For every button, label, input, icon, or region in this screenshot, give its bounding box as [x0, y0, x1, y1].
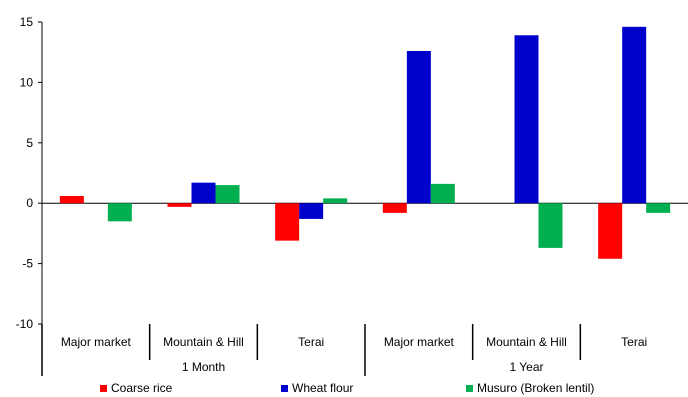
bar [323, 198, 348, 204]
y-tick-label: -10 [16, 317, 34, 331]
bar [191, 182, 216, 204]
bar [406, 50, 431, 204]
legend-swatch [100, 385, 107, 392]
bar [538, 203, 563, 248]
bar [107, 203, 132, 222]
axes: -10 -5 0 5 10 15 [16, 15, 688, 331]
bar [382, 203, 407, 213]
y-tick-label: 0 [26, 196, 33, 210]
group-label: 1 Month [182, 360, 225, 374]
bar [215, 185, 240, 204]
category-label: Terai [621, 335, 647, 349]
category-label: Terai [298, 335, 324, 349]
y-tick-label: 15 [20, 15, 34, 29]
bar [622, 26, 647, 204]
bar [299, 203, 324, 219]
bars [59, 26, 671, 259]
bar [514, 35, 539, 204]
legend-swatch [466, 385, 473, 392]
legend-label: Coarse rice [111, 381, 173, 395]
bar [59, 195, 84, 204]
y-tick-label: 10 [20, 75, 34, 89]
category-label: Major market [384, 335, 455, 349]
category-label: Mountain & Hill [163, 335, 244, 349]
y-tick-label: 5 [26, 136, 33, 150]
group-label: 1 Year [509, 360, 543, 374]
category-labels: Major market Mountain & Hill Terai Major ma… [41, 324, 647, 376]
legend-swatch [281, 385, 288, 392]
y-tick-label: -5 [22, 257, 33, 271]
bar [646, 203, 671, 213]
legend: Coarse rice Wheat flour Musuro (Broken len… [100, 381, 594, 395]
bar [598, 203, 623, 259]
bar [430, 183, 455, 204]
bar [275, 203, 300, 241]
legend-label: Musuro (Broken lentil) [477, 381, 594, 395]
category-label: Major market [61, 335, 132, 349]
legend-label: Wheat flour [292, 381, 353, 395]
category-label: Mountain & Hill [486, 335, 567, 349]
bar [167, 203, 192, 207]
